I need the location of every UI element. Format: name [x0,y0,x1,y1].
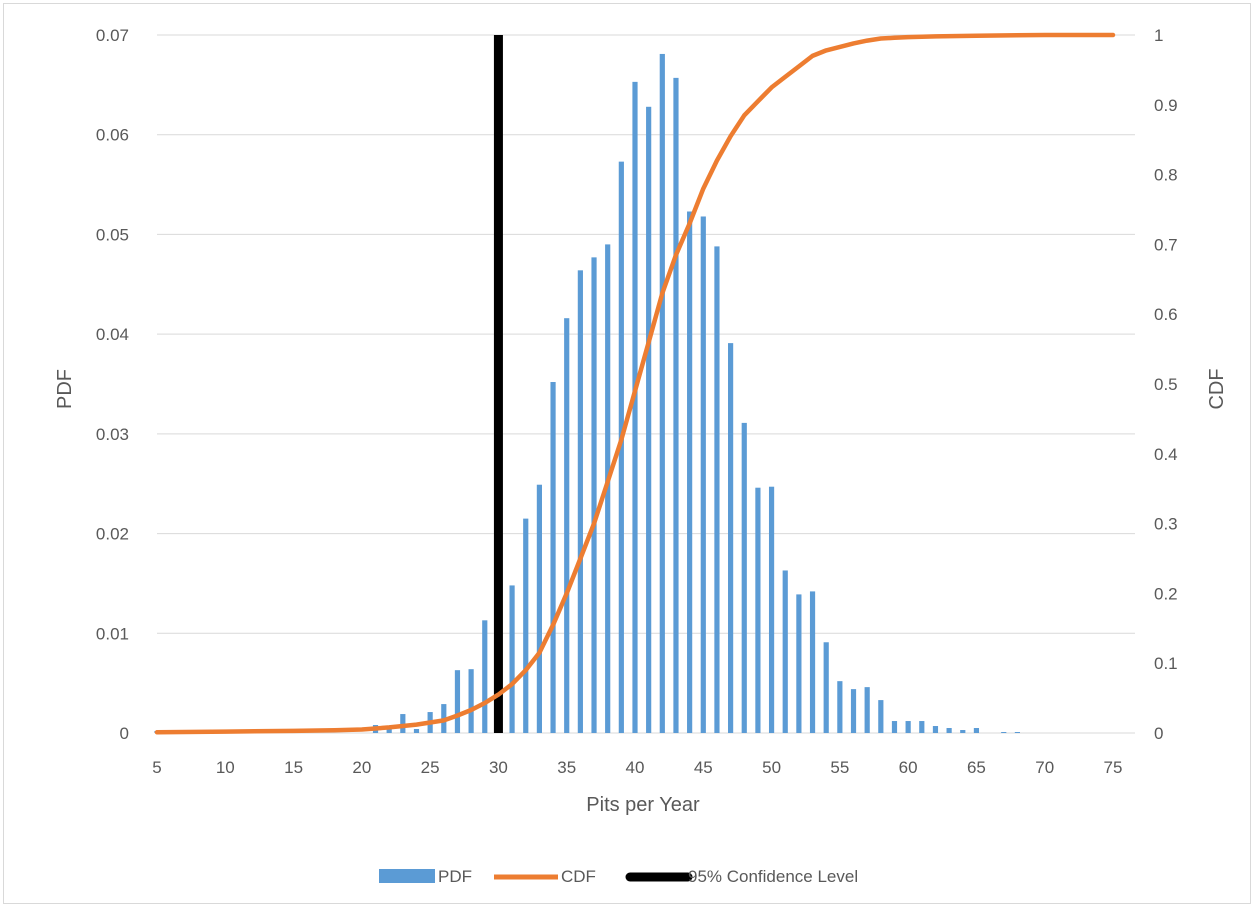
y-right-tick-label: 0.1 [1154,654,1178,673]
pdf-bar [741,422,747,733]
pdf-bar [646,106,652,733]
y-right-tick-label: 0.5 [1154,375,1178,394]
x-tick-label: 20 [352,758,371,777]
pdf-bar [768,486,775,733]
x-axis-title: Pits per Year [586,794,700,816]
y-left-tick-label: 0.04 [96,325,129,344]
y-right-tick-label: 1 [1154,26,1163,45]
y-right-tick-label: 0.9 [1154,96,1178,115]
y-right-tick-label: 0.7 [1154,235,1178,254]
pdf-bar [687,211,693,734]
pdf-bars [154,53,1020,734]
pdf-bar [673,77,679,734]
pdf-bar [878,700,884,733]
chart-frame: 5 10 15 20 25 30 35 40 45 50 55 60 65 70 75 0 0.01 0.02 0.… [3,3,1251,904]
y-right-tick-label: 0.2 [1154,584,1178,603]
y-left-tick-label: 0.06 [96,126,129,145]
pdf-bar [564,318,570,733]
y-right-tick-label: 0.3 [1154,515,1178,534]
x-tick-label: 45 [694,758,713,777]
pdf-bar [550,382,556,733]
legend-item-cdf: CDF [494,867,596,886]
pdf-bar [482,620,488,733]
pdf-bar [618,161,624,733]
x-tick-label: 15 [284,758,303,777]
pdf-bar [400,714,406,733]
pdf-bar [591,257,597,733]
y-left-tick-label: 0.07 [96,26,129,45]
pdf-bar [796,594,802,733]
legend-swatch-pdf [379,869,435,883]
cdf-curve [154,32,1116,735]
x-tick-label: 50 [762,758,781,777]
x-tick-label: 65 [967,758,986,777]
pdf-bar [932,726,939,733]
pdf-bar [919,721,925,733]
y-left-tick-label: 0.01 [96,624,129,643]
pdf-bar [837,681,843,733]
pdf-bar [413,729,420,733]
x-tick-label: 60 [899,758,918,777]
pdf-bar [973,728,980,733]
x-tick-label: 40 [626,758,645,777]
pdf-bar [960,730,966,733]
pdf-bar [700,216,706,734]
pdf-bar [509,585,515,733]
pdf-bar [891,721,898,733]
legend-label-confidence: 95% Confidence Level [688,867,858,886]
y-left-tick-label: 0 [120,724,129,743]
y-right-tick-label: 0.6 [1154,305,1178,324]
pdf-bar [632,81,638,733]
legend-item-confidence: 95% Confidence Level [625,867,858,886]
legend-label-cdf: CDF [561,867,596,886]
pdf-bar [850,689,857,733]
x-tick-label: 30 [489,758,508,777]
y-left-tick-label: 0.05 [96,225,129,244]
pdf-bar [864,687,870,733]
x-tick-label: 25 [421,758,440,777]
pdf-bar [823,642,829,733]
legend-label-pdf: PDF [438,867,472,886]
x-tick-label: 55 [830,758,849,777]
y-axis-left-title: PDF [54,369,76,409]
y-right-tick-label: 0 [1154,724,1163,743]
pdf-bar [1001,732,1007,733]
x-tick-label: 70 [1035,758,1054,777]
y-left-tick-label: 0.02 [96,525,129,544]
pdf-bar [714,246,720,733]
cdf-line [154,32,1116,735]
x-tick-label: 35 [557,758,576,777]
pdf-bar [728,343,734,733]
pdf-bar [905,721,911,733]
y-right-tick-label: 0.8 [1154,166,1178,185]
pdf-bar [523,518,529,733]
x-tick-label: 75 [1104,758,1123,777]
pdf-bar [946,728,952,733]
pdf-bar [536,484,542,733]
pdf-bar [755,487,761,733]
x-tick-label: 5 [152,758,161,777]
legend: PDF CDF 95% Confidence Level [379,867,858,886]
y-left-tick-label: 0.03 [96,425,129,444]
chart: 5 10 15 20 25 30 35 40 45 50 55 60 65 70 7500.010.020.… [54,26,1228,886]
pdf-bar [782,570,788,733]
pdf-bar [468,669,474,733]
pdf-bar [659,53,665,733]
y-axis-right-title: CDF [1206,368,1228,409]
y-right-tick-label: 0.4 [1154,445,1178,464]
legend-item-pdf: PDF [379,867,472,886]
x-tick-label: 10 [216,758,235,777]
pdf-bar [577,270,583,733]
pdf-bar [809,591,816,733]
pdf-bar [454,670,461,733]
axis-ticks: 5 10 15 20 25 30 35 40 45 50 55 60 65 70 7500.010.020.… [96,26,1178,777]
gridlines [157,34,1135,734]
pdf-bar [1014,732,1020,733]
